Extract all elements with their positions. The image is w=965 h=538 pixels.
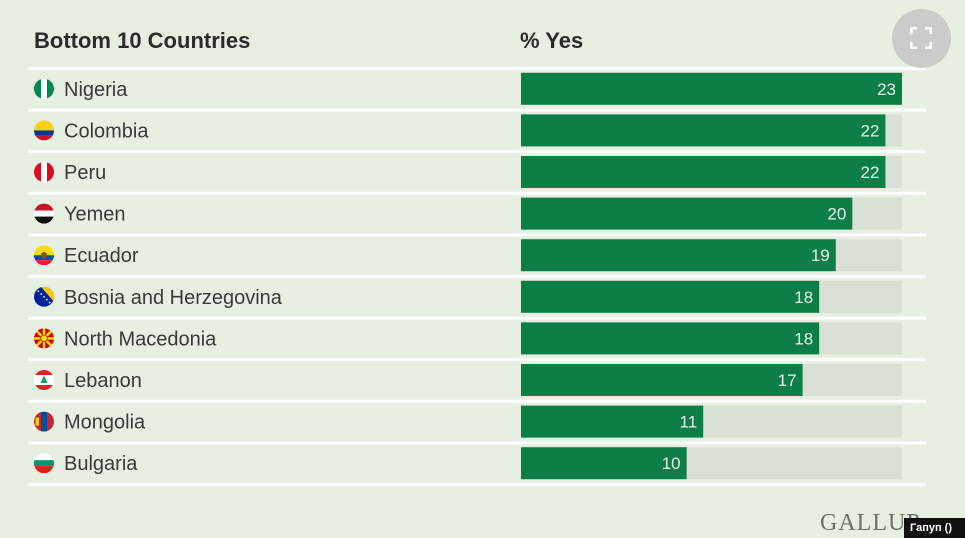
flag-bulgaria-icon xyxy=(34,453,54,474)
bar-value-label: 18 xyxy=(794,288,813,307)
country-label: Mongolia xyxy=(64,412,146,434)
bar-ecuador xyxy=(521,239,836,272)
channel-tag: Гапуп () xyxy=(904,518,965,538)
bar-colombia xyxy=(521,114,886,147)
row-divider xyxy=(28,67,926,70)
flag-ecuador-icon xyxy=(34,245,54,266)
row-divider xyxy=(28,358,926,362)
flag-nigeria-icon xyxy=(34,78,54,99)
bar-value-label: 22 xyxy=(861,121,880,140)
bar-value-label: 20 xyxy=(827,205,846,224)
flag-bosnia-icon xyxy=(34,286,54,307)
row-divider xyxy=(28,108,926,112)
fullscreen-button[interactable] xyxy=(892,9,951,68)
bar-value-label: 22 xyxy=(861,163,880,182)
country-label: Yemen xyxy=(64,204,126,226)
bar-peru xyxy=(521,156,886,188)
bar-nigeria xyxy=(521,72,902,105)
bar-value-label: 11 xyxy=(680,413,698,432)
country-label: Bosnia and Herzegovina xyxy=(64,287,283,309)
flag-yemen-icon xyxy=(34,203,54,224)
row-divider xyxy=(28,275,926,278)
country-label: Peru xyxy=(64,162,106,184)
bar-mongolia xyxy=(521,405,704,438)
country-label: North Macedonia xyxy=(64,328,217,350)
fullscreen-icon xyxy=(910,27,932,49)
bar-bosnia-and-herzegovina xyxy=(521,280,820,313)
row-divider xyxy=(28,150,926,154)
row-divider xyxy=(28,233,926,237)
gallup-logo: GALLUP xyxy=(820,510,921,536)
country-label: Nigeria xyxy=(64,79,128,101)
bar-value-label: 17 xyxy=(778,371,797,390)
country-label: Colombia xyxy=(64,120,149,142)
bar-value-label: 19 xyxy=(811,246,830,265)
bar-lebanon xyxy=(521,364,803,396)
bar-yemen xyxy=(521,197,853,230)
row-divider xyxy=(28,191,926,195)
flag-colombia-icon xyxy=(34,120,54,141)
bar-north-macedonia xyxy=(521,322,820,355)
bar-value-label: 18 xyxy=(794,329,813,348)
bar-value-label: 10 xyxy=(662,454,681,473)
column-header-countries: Bottom 10 Countries xyxy=(34,28,251,53)
country-label: Bulgaria xyxy=(64,453,138,475)
flag-mongolia-icon xyxy=(34,411,54,432)
row-divider xyxy=(28,316,926,320)
country-label: Ecuador xyxy=(64,245,139,267)
bar-value-label: 23 xyxy=(877,80,896,99)
flag-peru-icon xyxy=(34,162,54,182)
row-divider xyxy=(28,483,926,486)
flag-lebanon-icon xyxy=(34,370,54,390)
row-divider xyxy=(28,399,926,403)
country-label: Lebanon xyxy=(64,370,142,392)
bar-bulgaria xyxy=(521,447,687,480)
column-header-percent-yes: % Yes xyxy=(520,28,584,53)
flag-north-macedonia-icon xyxy=(34,328,54,349)
row-divider xyxy=(28,441,926,445)
